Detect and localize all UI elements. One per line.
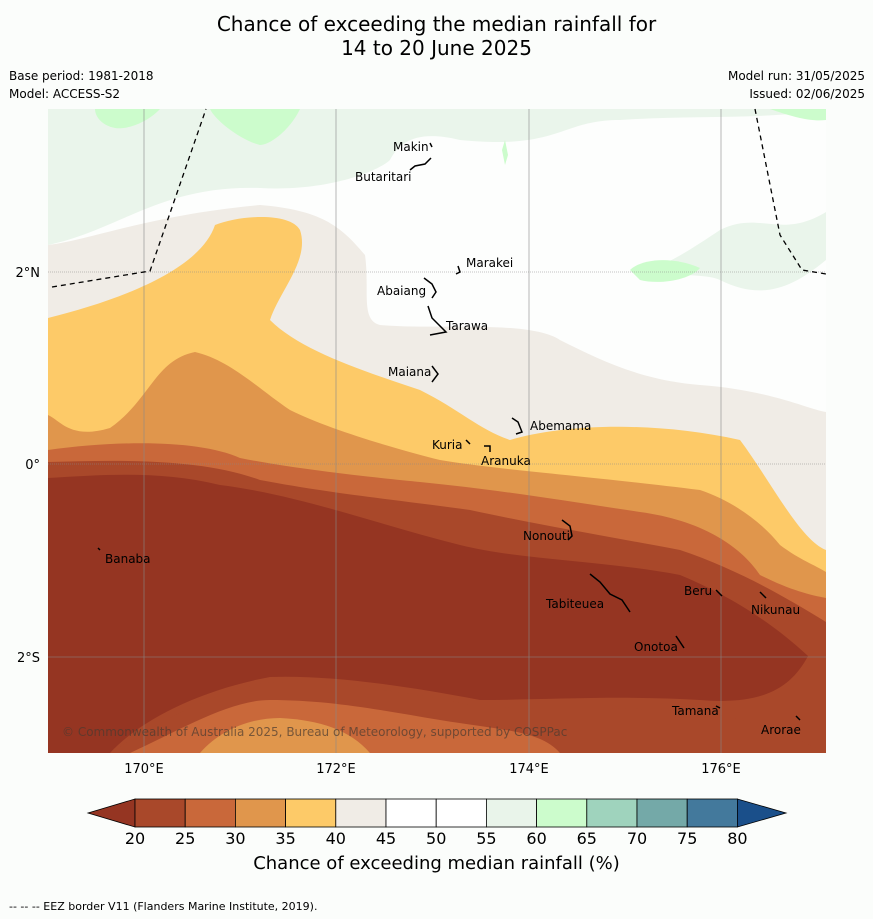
lat-tick-label: 0° xyxy=(25,458,40,473)
colorbar-segment xyxy=(184,798,236,828)
colorbar-segment xyxy=(234,798,286,828)
longitude-labels: 170°E 172°E 174°E 176°E xyxy=(124,762,741,777)
place-label-butaritari: Butaritari xyxy=(355,170,412,184)
place-label-abemama: Abemama xyxy=(530,419,591,433)
model-name: Model: ACCESS-S2 xyxy=(9,87,121,101)
place-label-tabiteuea: Tabiteuea xyxy=(545,597,604,611)
title-line-1: Chance of exceeding the median rainfall … xyxy=(216,12,657,36)
latitude-labels: 2°N 0° 2°S xyxy=(16,266,41,666)
colorbar-segment xyxy=(134,798,186,828)
place-label-aranuka: Aranuka xyxy=(481,454,531,468)
band-60-65-c xyxy=(630,260,700,282)
place-label-kuria: Kuria xyxy=(432,438,463,452)
band-60-65-d xyxy=(770,109,826,121)
colorbar-tick-label: 70 xyxy=(627,829,647,848)
place-label-tamana: Tamana xyxy=(671,704,719,718)
place-label-nonouti: Nonouti xyxy=(523,529,570,543)
colorbar-tick-label: 75 xyxy=(677,829,697,848)
band-60-65-b xyxy=(210,109,300,145)
colorbar-segment xyxy=(285,798,337,828)
map-title: Chance of exceeding the median rainfall … xyxy=(0,12,873,60)
place-labels: Makin Butaritari Marakei Abaiang Tarawa Maian… xyxy=(105,140,801,737)
colorbar-title: Chance of exceeding median rainfall (%) xyxy=(253,853,620,874)
colorbar-segment xyxy=(686,798,738,828)
colorbar-tick-label: 65 xyxy=(577,829,597,848)
colorbar-tick-label: 60 xyxy=(526,829,546,848)
place-label-abaiang: Abaiang xyxy=(377,284,426,298)
colorbar-extend-low xyxy=(86,798,136,828)
colorbar: 20 25 30 35 40 45 50 55 60 65 70 75 80 xyxy=(86,798,788,848)
colorbar-segment xyxy=(586,798,638,828)
colorbar-tick-label: 35 xyxy=(275,829,295,848)
colorbar-segment xyxy=(435,798,487,828)
eez-border xyxy=(51,108,827,288)
colorbar-segment xyxy=(385,798,437,828)
lon-tick-label: 174°E xyxy=(509,762,549,777)
base-period: Base period: 1981-2018 xyxy=(9,69,154,83)
place-label-maiana: Maiana xyxy=(388,365,431,379)
colorbar-tick-label: 50 xyxy=(426,829,446,848)
colorbar-tick-label: 25 xyxy=(175,829,195,848)
place-label-tarawa: Tarawa xyxy=(445,319,488,333)
lon-tick-label: 176°E xyxy=(701,762,741,777)
copyright-notice: © Commonwealth of Australia 2025, Bureau… xyxy=(62,725,567,739)
colorbar-segment xyxy=(636,798,688,828)
lat-tick-label: 2°S xyxy=(17,651,40,666)
place-label-marakei: Marakei xyxy=(466,256,513,270)
colorbar-tick-label: 80 xyxy=(727,829,747,848)
band-below-20 xyxy=(48,474,808,753)
colorbar-tick-label: 30 xyxy=(225,829,245,848)
islands xyxy=(97,142,801,721)
model-run-date: Model run: 31/05/2025 xyxy=(727,69,865,83)
lon-tick-label: 172°E xyxy=(316,762,356,777)
place-label-nikunau: Nikunau xyxy=(751,603,800,617)
colorbar-tick-label: 55 xyxy=(476,829,496,848)
colorbar-segment xyxy=(485,798,537,828)
place-label-makin: Makin xyxy=(393,140,429,154)
colorbar-extend-high xyxy=(737,798,788,828)
place-label-beru: Beru xyxy=(684,584,712,598)
colorbar-tick-label: 40 xyxy=(326,829,346,848)
colorbar-tick-label: 20 xyxy=(125,829,145,848)
colorbar-segment xyxy=(335,798,387,828)
lon-tick-label: 170°E xyxy=(124,762,164,777)
white-patch-east xyxy=(575,125,826,210)
colorbar-tick-label: 45 xyxy=(376,829,396,848)
contour-layers xyxy=(48,109,826,753)
colorbar-segment xyxy=(536,798,588,828)
place-label-banaba: Banaba xyxy=(105,552,151,566)
band-30-35-south xyxy=(200,718,370,753)
band-60-65-e xyxy=(502,140,508,165)
lat-tick-label: 2°N xyxy=(16,266,41,281)
title-line-2: 14 to 20 June 2025 xyxy=(341,36,532,60)
issued-date: Issued: 02/06/2025 xyxy=(749,87,865,101)
place-label-onotoa: Onotoa xyxy=(634,640,678,654)
eez-legend-note: -- -- -- EEZ border V11 (Flanders Marine… xyxy=(9,900,318,913)
graticule xyxy=(48,109,826,753)
place-label-arorae: Arorae xyxy=(761,723,801,737)
